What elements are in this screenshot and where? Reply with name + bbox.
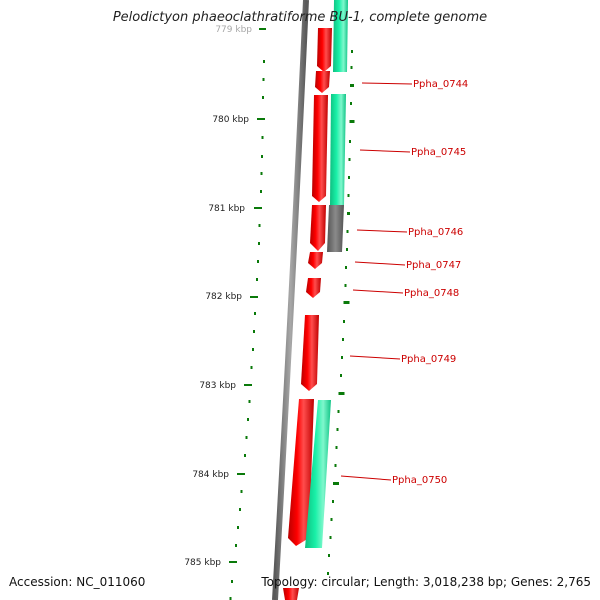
tick-label-780: 780 kbp [212,115,249,125]
genome-summary-text: Topology: circular; Length: 3,018,238 bp… [261,575,591,589]
cds-forward-6[interactable] [306,278,321,298]
tick-label-781: 781 kbp [208,204,245,214]
cds-reverse-3[interactable] [305,400,331,548]
gene-label-ppha-0748[interactable]: Ppha_0748 [404,288,459,299]
cds-forward-7[interactable] [301,315,319,391]
gene-label-ppha-0747[interactable]: Ppha_0747 [406,260,461,271]
major-tick-784 [237,473,245,475]
cds-reverse-1[interactable] [333,0,348,72]
major-tick-782 [250,296,258,298]
gene-label-ppha-0744[interactable]: Ppha_0744 [413,79,468,90]
major-tick-783 [244,384,252,386]
tick-label-783: 783 kbp [199,381,236,391]
cds-forward-5[interactable] [308,252,323,269]
accession-text: Accession: NC_011060 [9,575,146,589]
inner-tick-marks [327,50,355,575]
cds-forward-8[interactable] [288,399,314,546]
cds-forward-2[interactable] [315,71,330,93]
gene-label-ppha-0745[interactable]: Ppha_0745 [411,147,466,158]
tick-label-784: 784 kbp [192,470,229,480]
cds-forward-3[interactable] [312,95,328,202]
tick-label-779: 779 kbp [215,25,252,35]
reverse-cds-track [305,0,348,548]
feature-gray[interactable] [327,205,344,252]
gene-label-ppha-0750[interactable]: Ppha_0750 [392,475,447,486]
major-tick-779 [259,28,266,30]
scale-ticks [229,28,266,563]
genome-backbone [272,0,309,600]
genome-title-overlay: Pelodictyon phaeoclathratiforme BU-1, co… [112,10,488,25]
cds-forward-4[interactable] [310,205,326,251]
forward-cds-track [283,28,332,600]
cds-forward-9[interactable] [283,588,299,600]
minor-tick-marks [229,60,265,600]
tick-label-782: 782 kbp [205,292,242,302]
cds-forward-1[interactable] [317,28,332,72]
gene-label-leaders [340,82,413,481]
major-tick-780 [257,118,265,120]
gene-label-ppha-0746[interactable]: Ppha_0746 [408,227,463,238]
major-tick-785 [229,561,237,563]
cds-reverse-2[interactable] [330,94,346,205]
major-tick-781 [254,207,262,209]
tick-label-785: 785 kbp [184,558,221,568]
gene-label-ppha-0749[interactable]: Ppha_0749 [401,354,456,365]
